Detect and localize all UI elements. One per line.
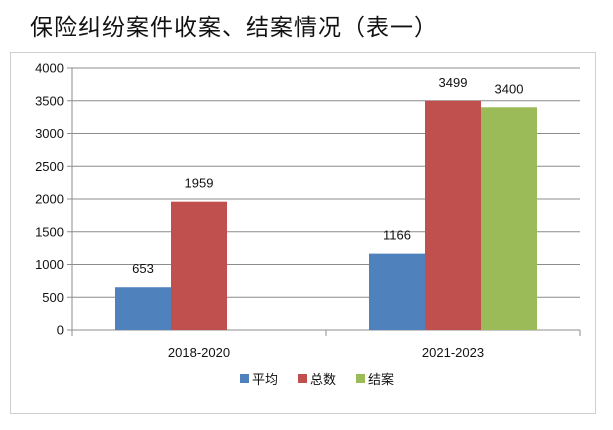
chart-title: 保险纠纷案件收案、结案情况（表一） bbox=[30, 15, 438, 41]
bar-closed bbox=[481, 107, 537, 330]
y-tick-label: 4000 bbox=[35, 61, 64, 76]
y-tick-label: 2000 bbox=[35, 192, 64, 207]
data-label: 3400 bbox=[495, 81, 524, 96]
legend-label: 平均 bbox=[252, 373, 278, 388]
data-label: 3499 bbox=[439, 75, 468, 90]
bar-average bbox=[115, 287, 171, 330]
chart-frame bbox=[10, 52, 596, 414]
y-tick-label: 1000 bbox=[35, 257, 64, 272]
legend-label: 结案 bbox=[368, 373, 394, 388]
data-label: 1959 bbox=[185, 176, 214, 191]
y-tick-label: 1500 bbox=[35, 224, 64, 239]
x-tick-labels: 2018-2020 2021-2023 bbox=[168, 345, 484, 360]
y-tick-label: 2500 bbox=[35, 159, 64, 174]
legend-swatch bbox=[298, 374, 307, 383]
x-tick-label: 2018-2020 bbox=[168, 345, 230, 360]
bars bbox=[115, 100, 537, 331]
y-tick-labels: 0 500 1000 1500 2000 2500 3000 3500 4000 bbox=[35, 61, 64, 338]
y-tick-label: 500 bbox=[42, 290, 64, 305]
bar-total bbox=[171, 201, 227, 330]
y-tick-label: 0 bbox=[57, 323, 64, 338]
data-labels: 653 1959 1166 3499 3400 bbox=[132, 75, 523, 276]
bar-average bbox=[369, 253, 425, 330]
data-label: 653 bbox=[132, 261, 154, 276]
legend-swatch bbox=[356, 374, 365, 383]
legend-label: 总数 bbox=[310, 373, 336, 388]
y-tick-label: 3500 bbox=[35, 93, 64, 108]
data-label: 1166 bbox=[383, 228, 411, 243]
legend-swatch bbox=[240, 374, 249, 383]
bar-total bbox=[425, 100, 481, 331]
x-tick-label: 2021-2023 bbox=[422, 345, 484, 360]
y-tick-label: 3000 bbox=[35, 126, 64, 141]
legend: 平均 总数 结案 bbox=[240, 373, 394, 388]
